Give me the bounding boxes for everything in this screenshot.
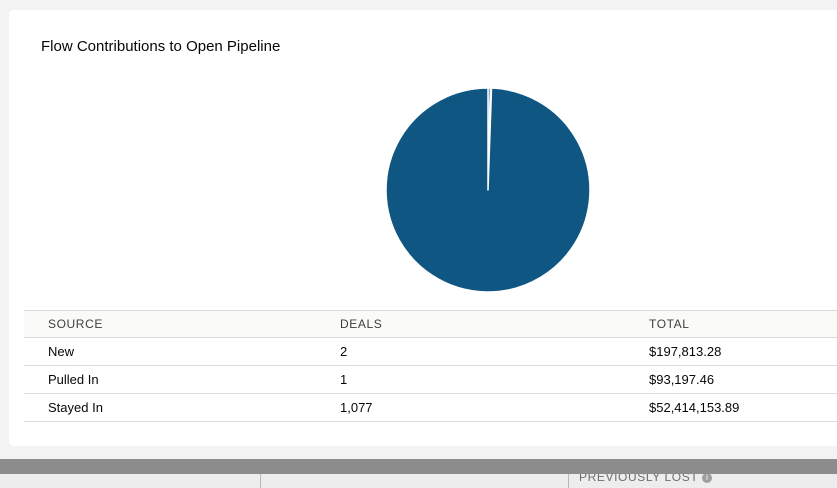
table-row: Stayed In 1,077 $52,414,153.89 [24,394,837,422]
row-source: Stayed In [48,400,103,415]
pie-chart [385,87,591,293]
column-header-source[interactable]: SOURCE [48,317,103,331]
row-total: $197,813.28 [649,344,722,359]
previously-lost-label: PREVIOUSLY LOST [579,474,699,484]
row-source: Pulled In [48,372,99,387]
row-source: New [48,344,75,359]
column-header-total[interactable]: TOTAL [649,317,690,331]
flow-contributions-card: Flow Contributions to Open Pipeline SOUR… [9,10,837,446]
row-total: $52,414,153.89 [649,400,740,415]
next-card-middle [260,474,569,488]
next-card-right: PREVIOUSLY LOST i [568,474,837,488]
previously-lost-header: PREVIOUSLY LOST i [579,474,713,484]
table-header-row: SOURCE DEALS TOTAL [24,311,837,338]
row-total: $93,197.46 [649,372,715,387]
pie-chart-svg [385,87,591,293]
row-deals: 2 [340,344,348,359]
pie-slice-stayed-in[interactable] [385,87,591,293]
table-row: New 2 $197,813.28 [24,338,837,366]
row-deals: 1,077 [340,400,373,415]
column-header-deals[interactable]: DEALS [340,317,383,331]
flow-table: SOURCE DEALS TOTAL New 2 $197,813.28 Pul… [24,310,837,422]
row-deals: 1 [340,372,348,387]
next-card-left [0,474,260,488]
table-row: Pulled In 1 $93,197.46 [24,366,837,394]
card-title: Flow Contributions to Open Pipeline [41,38,281,55]
info-icon[interactable]: i [702,474,713,483]
